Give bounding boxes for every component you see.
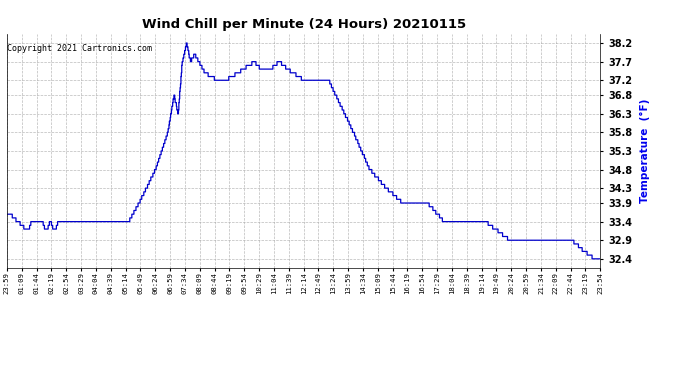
Text: Copyright 2021 Cartronics.com: Copyright 2021 Cartronics.com	[7, 44, 152, 52]
Y-axis label: Temperature  (°F): Temperature (°F)	[640, 99, 651, 203]
Title: Wind Chill per Minute (24 Hours) 20210115: Wind Chill per Minute (24 Hours) 2021011…	[141, 18, 466, 31]
